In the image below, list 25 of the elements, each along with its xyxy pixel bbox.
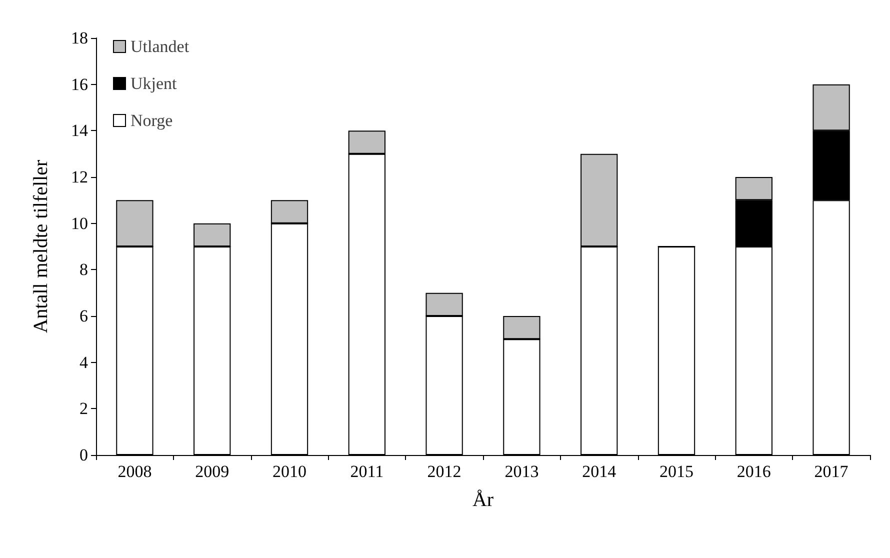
y-tick-label: 14	[71, 121, 88, 140]
legend-label: Utlandet	[130, 37, 190, 56]
x-tick-label: 2016	[736, 462, 771, 481]
y-tick-label: 8	[80, 260, 88, 280]
y-tick-label: 6	[80, 306, 88, 326]
y-tick-label: 10	[71, 214, 88, 233]
y-tick-label: 2	[80, 399, 88, 418]
y-tick-label: 12	[71, 168, 88, 186]
x-tick-label: 2009	[195, 462, 230, 481]
x-tick-label: 2017	[814, 462, 849, 481]
legend-label: Norge	[130, 111, 173, 130]
y-tick-label: 4	[80, 352, 88, 372]
x-tick-label: 2013	[504, 462, 539, 481]
y-axis-title: Antall meldte tilfeller	[30, 160, 52, 334]
y-tick-label: 16	[71, 74, 88, 94]
legend-label: Ukjent	[130, 74, 178, 93]
y-tick-label: 18	[71, 28, 88, 48]
x-tick-label: 2011	[350, 462, 384, 481]
x-tick-label: 2012	[427, 462, 462, 481]
x-tick-label: 2010	[272, 462, 306, 481]
x-tick-label: 2015	[660, 462, 694, 481]
x-tick-label: 2008	[118, 462, 152, 481]
x-axis-title: År	[472, 489, 494, 511]
y-tick-label: 0	[80, 446, 88, 464]
x-tick-label: 2014	[582, 462, 617, 481]
